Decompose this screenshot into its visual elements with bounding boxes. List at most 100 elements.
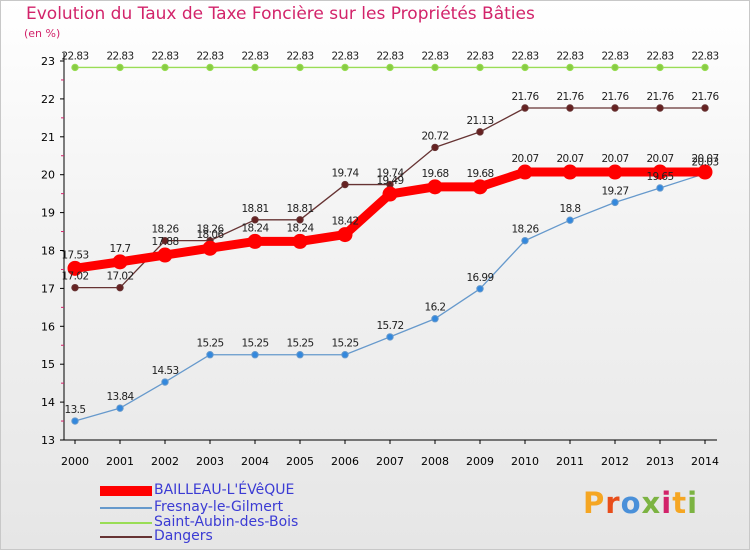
- data-point: [476, 128, 484, 136]
- data-point: [112, 254, 128, 270]
- data-point: [292, 233, 308, 249]
- data-label: 22.83: [241, 50, 268, 62]
- x-tick-label: 2013: [646, 455, 674, 468]
- data-label: 20.03: [691, 157, 718, 169]
- data-point: [386, 333, 394, 341]
- data-label: 22.83: [556, 50, 583, 62]
- x-tick-label: 2011: [556, 455, 584, 468]
- data-label: 18.26: [151, 224, 179, 236]
- data-label: 16.99: [466, 272, 493, 284]
- series-line: [74, 172, 706, 422]
- data-point: [562, 164, 578, 180]
- value-labels: 22.83 22.83 22.83 22.83 22.83 22.83 22.83 22.83…: [61, 50, 720, 416]
- legend-item: BAILLEAU-L'ÉVêQUE: [100, 482, 420, 498]
- data-point: [476, 285, 484, 293]
- legend-item: Saint-Aubin-des-Bois: [100, 514, 420, 530]
- data-point: [701, 63, 709, 72]
- data-point: [656, 184, 664, 192]
- x-tick-label: 2012: [601, 455, 629, 468]
- chart-title: Evolution du Taux de Taxe Foncière sur l…: [26, 4, 535, 24]
- y-tick-label: 15: [41, 358, 55, 371]
- data-label: 19.49: [376, 175, 403, 187]
- data-point: [341, 63, 349, 72]
- data-point: [701, 104, 709, 112]
- data-point: [566, 216, 574, 224]
- data-label: 20.07: [511, 153, 538, 165]
- x-tick-label: 2004: [241, 455, 269, 468]
- data-label: 17.02: [61, 271, 88, 283]
- legend-swatch: [100, 536, 152, 538]
- y-tick-label: 18: [41, 245, 55, 258]
- data-label: 19.27: [601, 185, 628, 197]
- y-tick-label: 16: [41, 320, 55, 333]
- data-label: 19.68: [466, 168, 493, 180]
- data-label: 19.65: [646, 171, 673, 183]
- data-label: 18.26: [511, 224, 539, 236]
- data-point: [341, 180, 349, 189]
- data-label: 19.68: [421, 168, 448, 180]
- legend-item: Fresnay-le-Gilmert: [100, 499, 420, 515]
- x-tick-label: 2000: [61, 455, 89, 468]
- x-tick-label: 2005: [286, 455, 314, 468]
- legend-item: Dangers: [100, 528, 420, 544]
- legend-label: Fresnay-le-Gilmert: [154, 499, 284, 515]
- data-label: 17.88: [151, 236, 178, 248]
- data-label: 18.81: [241, 203, 268, 215]
- legend-label: BAILLEAU-L'ÉVêQUE: [154, 482, 295, 498]
- data-point: [157, 247, 173, 263]
- proxiti-logo: Proxiti: [583, 486, 699, 520]
- data-label: 15.25: [241, 338, 268, 350]
- series-lines: [67, 63, 713, 425]
- data-label: 22.83: [376, 50, 403, 62]
- data-label: 20.72: [421, 130, 448, 142]
- data-label: 16.2: [425, 302, 446, 314]
- data-label: 15.25: [196, 338, 223, 350]
- data-point: [67, 260, 83, 276]
- data-point: [607, 164, 623, 180]
- data-point: [566, 104, 574, 112]
- data-label: 20.07: [556, 153, 583, 165]
- data-label: 22.83: [106, 50, 133, 62]
- data-point: [341, 351, 349, 359]
- y-tick-label: 13: [41, 434, 55, 447]
- data-label: 22.83: [646, 50, 673, 62]
- data-label: 18.06: [196, 229, 224, 241]
- data-point: [206, 63, 214, 72]
- data-point: [382, 186, 398, 202]
- data-label: 22.83: [61, 50, 88, 62]
- data-label: 13.5: [65, 404, 86, 416]
- data-point: [566, 63, 574, 72]
- data-point: [656, 104, 664, 112]
- data-label: 18.24: [286, 222, 314, 234]
- data-point: [472, 179, 488, 195]
- x-tick-label: 2010: [511, 455, 539, 468]
- data-point: [161, 378, 169, 386]
- data-point: [431, 315, 439, 323]
- data-label: 22.83: [151, 50, 178, 62]
- data-point: [521, 63, 529, 72]
- data-point: [431, 143, 439, 152]
- data-point: [251, 63, 259, 72]
- data-point: [697, 164, 713, 180]
- y-unit-label: (en %): [24, 27, 61, 40]
- data-label: 13.84: [106, 391, 134, 403]
- data-label: 22.83: [511, 50, 538, 62]
- x-tick-label: 2003: [196, 455, 224, 468]
- data-label: 15.25: [331, 338, 358, 350]
- y-tick-label: 14: [41, 396, 55, 409]
- data-point: [206, 351, 214, 359]
- data-point: [652, 164, 668, 180]
- x-tick-label: 2009: [466, 455, 494, 468]
- x-tick-label: 2001: [106, 455, 134, 468]
- data-label: 17.53: [61, 249, 88, 261]
- x-tick-label: 2014: [691, 455, 719, 468]
- data-label: 18.26: [196, 224, 224, 236]
- x-tick-label: 2008: [421, 455, 449, 468]
- data-label: 19.74: [331, 168, 359, 180]
- data-point: [386, 63, 394, 72]
- legend-swatch: [100, 486, 152, 496]
- data-point: [427, 179, 443, 195]
- data-point: [251, 351, 259, 359]
- data-label: 22.83: [421, 50, 448, 62]
